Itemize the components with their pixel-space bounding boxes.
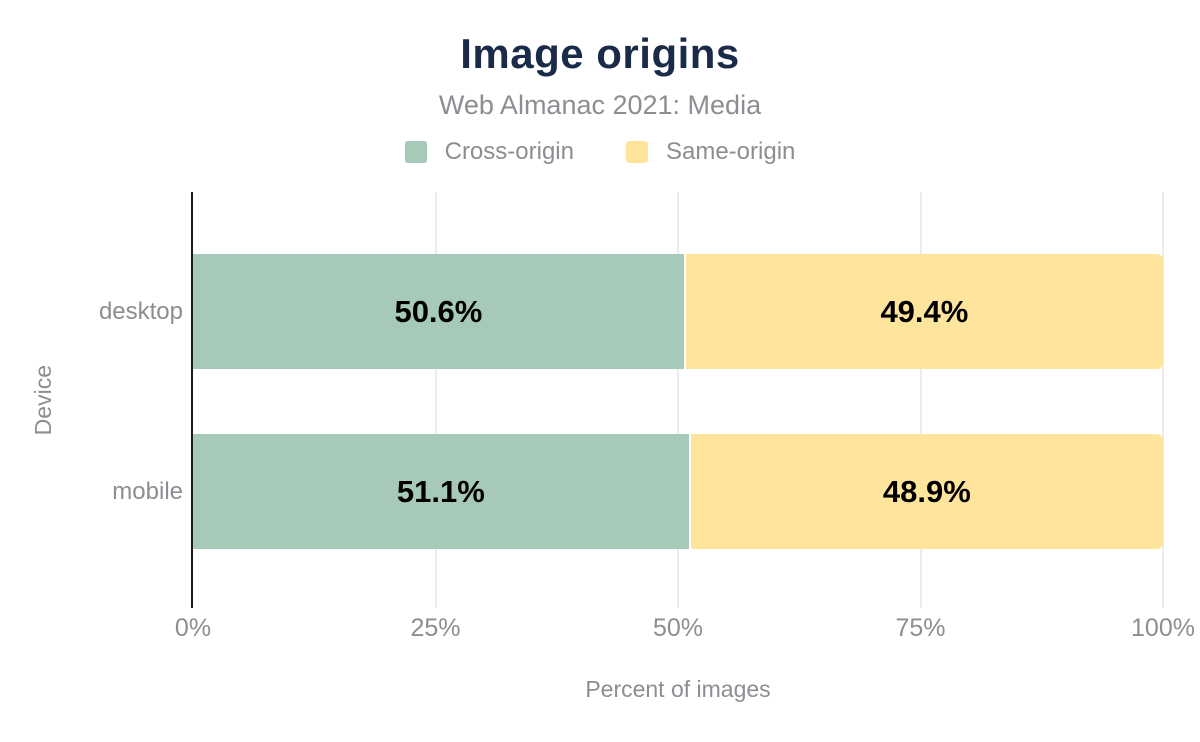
bar-row-desktop: 50.6% 49.4%	[193, 254, 1163, 369]
gridline-100	[1162, 192, 1164, 608]
x-tick-label-100: 100%	[1131, 614, 1195, 642]
legend-label: Same-origin	[665, 138, 796, 165]
bar-segment-same-origin-desktop: 49.4%	[683, 254, 1163, 369]
gridline-25	[434, 192, 437, 608]
gridline-75	[919, 192, 922, 608]
bar-row-mobile: 51.1% 48.9%	[193, 434, 1163, 549]
legend-item-cross-origin: Cross-origin	[404, 138, 574, 166]
x-tick-label-75: 75%	[895, 614, 946, 642]
x-tick-label-0: 0%	[174, 614, 212, 642]
bar-value-label: 49.4%	[880, 293, 969, 329]
bar-value-label: 51.1%	[396, 473, 485, 509]
x-axis-title: Percent of images	[585, 676, 771, 702]
x-tick-label-25: 25%	[410, 614, 461, 642]
chart-subtitle: Web Almanac 2021: Media	[438, 90, 762, 120]
chart-title: Image origins	[460, 30, 740, 77]
category-label-mobile: mobile	[112, 477, 183, 505]
x-tick-label-50: 50%	[652, 614, 704, 642]
legend-item-same-origin: Same-origin	[625, 138, 796, 166]
bar-segment-same-origin-mobile: 48.9%	[688, 434, 1163, 549]
bar-value-label: 50.6%	[394, 293, 483, 329]
legend-swatch-icon	[404, 141, 427, 163]
gridline-50	[677, 192, 679, 608]
bar-segment-cross-origin-mobile: 51.1%	[193, 434, 689, 549]
x-tick-labels: 0% 25% 50% 75% 100%	[175, 614, 1195, 646]
plot-area: 50.6% 49.4% 51.1% 48.9%	[191, 192, 1164, 608]
y-axis-line	[191, 192, 193, 608]
legend-swatch-icon	[625, 141, 648, 163]
bar-segment-cross-origin-desktop: 50.6%	[193, 254, 684, 369]
y-tick-labels: desktop mobile	[0, 192, 183, 608]
legend: Cross-origin Same-origin	[0, 138, 1200, 166]
bar-value-label: 48.9%	[882, 473, 971, 509]
legend-label: Cross-origin	[444, 138, 574, 165]
category-label-desktop: desktop	[98, 297, 183, 325]
